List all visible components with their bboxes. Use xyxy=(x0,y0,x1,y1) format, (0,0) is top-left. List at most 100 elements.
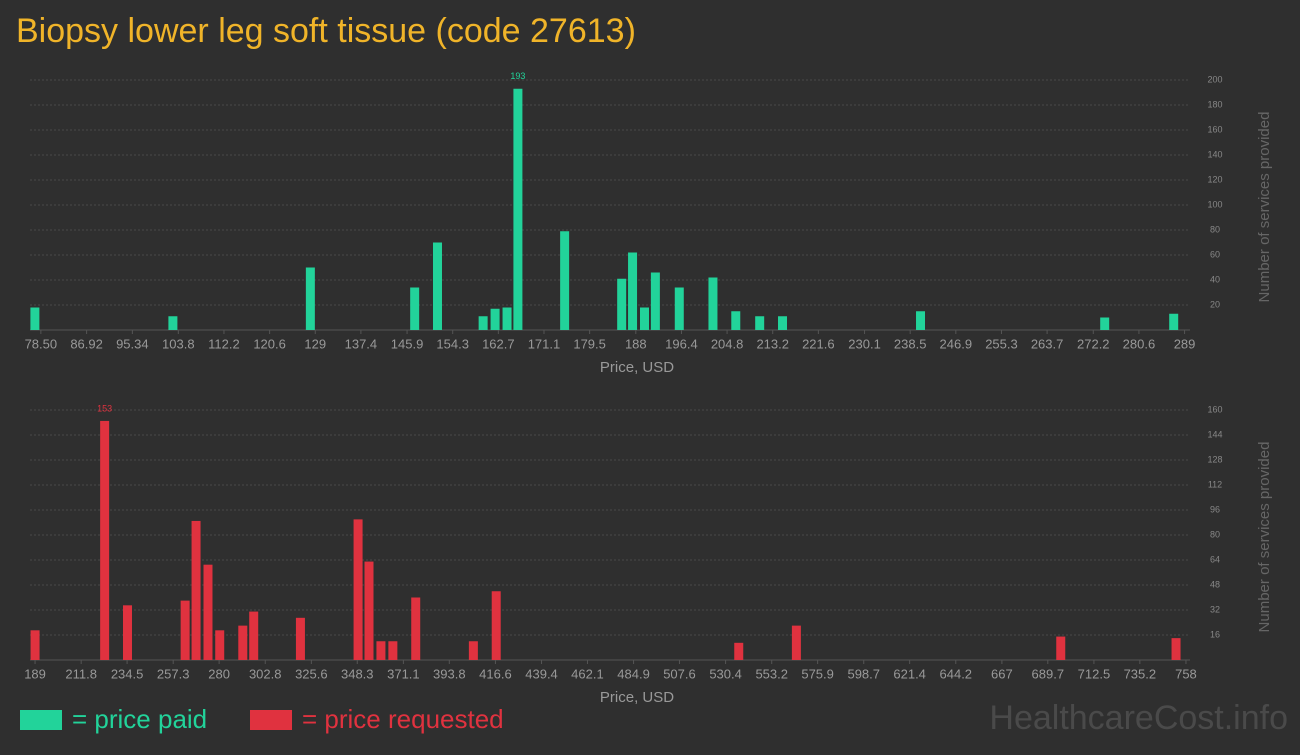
watermark: HealthcareCost.info xyxy=(989,699,1288,737)
bar xyxy=(513,88,523,330)
y-tick-label: 48 xyxy=(1210,579,1220,589)
bar xyxy=(1056,636,1066,660)
x-tick-label: 204.8 xyxy=(711,336,744,351)
x-axis-label: Price, USD xyxy=(600,359,674,376)
x-tick-label: 230.1 xyxy=(848,336,881,351)
y-tick-label: 60 xyxy=(1210,249,1220,259)
bar xyxy=(411,597,421,660)
data-label: 193 xyxy=(510,71,525,81)
y-tick-label: 160 xyxy=(1207,404,1222,414)
x-tick-label: 196.4 xyxy=(665,336,698,351)
bar xyxy=(215,630,225,660)
x-tick-label: 667 xyxy=(991,666,1013,681)
x-tick-label: 120.6 xyxy=(253,336,286,351)
x-tick-label: 211.8 xyxy=(65,666,97,681)
legend-swatch xyxy=(250,710,292,730)
bar xyxy=(30,307,40,330)
bar xyxy=(238,625,248,660)
x-tick-label: 758 xyxy=(1175,666,1197,681)
bar xyxy=(490,308,500,330)
y-tick-label: 32 xyxy=(1210,604,1220,614)
x-tick-label: 221.6 xyxy=(802,336,835,351)
y-tick-label: 128 xyxy=(1207,454,1222,464)
bar xyxy=(1100,317,1110,330)
x-tick-label: 553.2 xyxy=(755,666,788,681)
bar xyxy=(410,287,420,330)
bar xyxy=(916,311,926,330)
bar xyxy=(1171,638,1181,660)
y-tick-label: 144 xyxy=(1207,429,1222,439)
bar xyxy=(100,420,110,660)
x-tick-label: 213.2 xyxy=(756,336,789,351)
y-tick-label: 80 xyxy=(1210,224,1220,234)
data-label: 153 xyxy=(97,403,112,413)
y-tick-label: 80 xyxy=(1210,529,1220,539)
x-tick-label: 78.50 xyxy=(25,336,58,351)
x-tick-label: 162.7 xyxy=(482,336,515,351)
x-tick-label: 280 xyxy=(208,666,230,681)
x-tick-label: 103.8 xyxy=(162,336,195,351)
bar xyxy=(191,520,201,660)
x-tick-label: 188 xyxy=(625,336,647,351)
bar xyxy=(731,311,741,330)
x-tick-label: 302.8 xyxy=(249,666,282,681)
bar xyxy=(168,316,178,330)
x-tick-label: 621.4 xyxy=(893,666,926,681)
bar xyxy=(791,625,801,660)
x-tick-label: 416.6 xyxy=(479,666,512,681)
legend-label: = price requested xyxy=(302,704,504,734)
bar xyxy=(295,617,305,660)
bar xyxy=(674,287,684,330)
bar xyxy=(376,641,386,660)
x-tick-label: 712.5 xyxy=(1078,666,1111,681)
x-tick-label: 530.4 xyxy=(709,666,742,681)
x-tick-label: 95.34 xyxy=(116,336,149,351)
x-tick-label: 289 xyxy=(1174,336,1196,351)
bar xyxy=(122,605,132,660)
y-tick-label: 112 xyxy=(1208,479,1222,489)
bar xyxy=(180,600,190,660)
x-tick-label: 86.92 xyxy=(70,336,103,351)
y-tick-label: 200 xyxy=(1207,74,1222,84)
x-tick-label: 325.6 xyxy=(295,666,328,681)
legend-swatch xyxy=(20,710,62,730)
x-tick-label: 689.7 xyxy=(1032,666,1065,681)
x-tick-label: 462.1 xyxy=(571,666,604,681)
x-tick-label: 145.9 xyxy=(391,336,424,351)
bar xyxy=(305,267,315,330)
x-tick-label: 112.2 xyxy=(208,336,240,351)
y-tick-label: 140 xyxy=(1207,149,1222,159)
bar xyxy=(468,641,478,660)
x-tick-label: 575.9 xyxy=(801,666,834,681)
x-tick-label: 246.9 xyxy=(940,336,973,351)
x-tick-label: 272.2 xyxy=(1077,336,1110,351)
bar xyxy=(353,519,363,660)
x-tick-label: 189 xyxy=(24,666,46,681)
bar xyxy=(755,316,765,330)
y-tick-label: 96 xyxy=(1210,504,1220,514)
y-axis-label: Number of services provided xyxy=(1256,442,1273,633)
bar xyxy=(650,272,660,330)
x-tick-label: 348.3 xyxy=(341,666,374,681)
y-tick-label: 40 xyxy=(1210,274,1220,284)
bar xyxy=(249,611,259,660)
y-tick-label: 160 xyxy=(1207,124,1222,134)
bar xyxy=(478,316,488,330)
bar xyxy=(778,316,788,330)
x-tick-label: 154.3 xyxy=(436,336,469,351)
x-tick-label: 484.9 xyxy=(617,666,650,681)
y-tick-label: 64 xyxy=(1210,554,1220,564)
y-tick-label: 16 xyxy=(1210,629,1220,639)
y-tick-label: 120 xyxy=(1207,174,1222,184)
x-tick-label: 507.6 xyxy=(663,666,696,681)
x-tick-label: 263.7 xyxy=(1031,336,1064,351)
x-tick-label: 393.8 xyxy=(433,666,466,681)
x-tick-label: 644.2 xyxy=(940,666,973,681)
x-tick-label: 234.5 xyxy=(111,666,144,681)
bar xyxy=(491,591,501,660)
y-tick-label: 20 xyxy=(1210,299,1220,309)
bar xyxy=(560,231,570,330)
x-tick-label: 371.1 xyxy=(387,666,420,681)
